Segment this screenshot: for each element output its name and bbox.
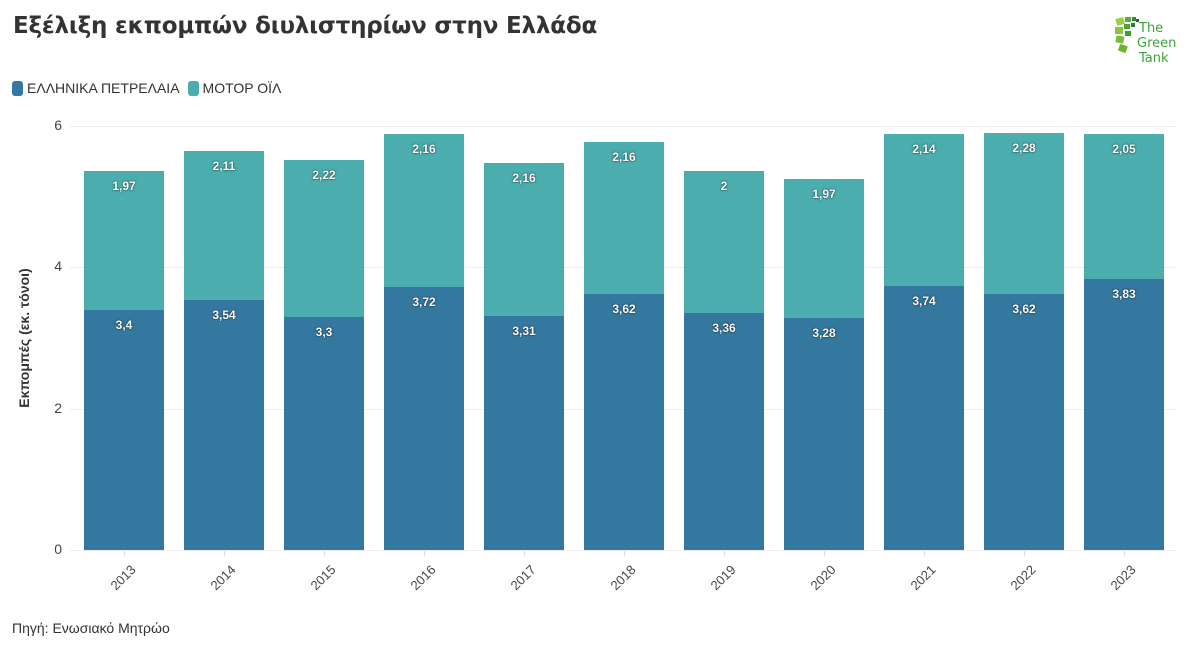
x-tick-mark bbox=[224, 551, 225, 556]
x-tick-mark bbox=[524, 551, 525, 556]
value-label-motor-oil: 2,05 bbox=[1112, 142, 1136, 157]
stacked-bar-2017[interactable]: 2,16 3,31 bbox=[484, 163, 564, 550]
stacked-bar-2023[interactable]: 2,05 3,83 bbox=[1084, 134, 1164, 550]
stacked-bar-2020[interactable]: 1,97 3,28 bbox=[784, 179, 864, 550]
x-tick-mark bbox=[624, 551, 625, 556]
stacked-bar-2018[interactable]: 2,16 3,62 bbox=[584, 141, 664, 550]
y-tick-label: 6 bbox=[54, 117, 62, 133]
bar-segment-motor-oil[interactable] bbox=[484, 163, 564, 319]
bar-segment-elpe[interactable] bbox=[984, 294, 1064, 550]
x-tick-mark bbox=[1124, 551, 1125, 556]
legend: ΕΛΛΗΝΙΚΑ ΠΕΤΡΕΛΑΙΑ ΜΟΤΟΡ ΟΪΛ bbox=[12, 80, 289, 96]
x-tick-label: 2023 bbox=[1107, 562, 1139, 594]
value-label-elpe: 3,28 bbox=[812, 326, 836, 341]
bar-segment-elpe[interactable] bbox=[684, 312, 764, 550]
value-label-motor-oil: 2,28 bbox=[1012, 141, 1036, 156]
gridline bbox=[70, 550, 1175, 551]
bar-segment-elpe[interactable] bbox=[384, 287, 464, 550]
x-tick-label: 2019 bbox=[707, 562, 739, 594]
value-label-motor-oil: 2,16 bbox=[412, 142, 436, 157]
legend-swatch-motor-oil bbox=[187, 80, 199, 96]
x-tick-mark bbox=[424, 551, 425, 556]
bar-segment-motor-oil[interactable] bbox=[384, 134, 464, 290]
bar-segment-motor-oil[interactable] bbox=[784, 179, 864, 321]
bar-segment-elpe[interactable] bbox=[484, 316, 564, 550]
x-tick-mark bbox=[124, 551, 125, 556]
bar-segment-elpe[interactable] bbox=[184, 299, 264, 550]
x-tick-label: 2014 bbox=[207, 562, 239, 594]
value-label-elpe: 3,74 bbox=[912, 293, 936, 308]
value-label-motor-oil: 2,16 bbox=[612, 149, 636, 164]
source-note: Πηγή: Ενωσιακό Μητρώο bbox=[12, 620, 170, 636]
bar-segment-elpe[interactable] bbox=[784, 318, 864, 550]
value-label-elpe: 3,31 bbox=[512, 324, 536, 339]
x-tick-label: 2020 bbox=[807, 562, 839, 594]
value-label-motor-oil: 2,14 bbox=[912, 142, 936, 157]
bar-segment-motor-oil[interactable] bbox=[884, 134, 964, 288]
bar-segment-elpe[interactable] bbox=[84, 309, 164, 550]
value-label-elpe: 3,36 bbox=[712, 320, 736, 335]
y-tick-label: 4 bbox=[54, 258, 62, 275]
bar-segment-motor-oil[interactable] bbox=[984, 133, 1064, 297]
value-label-motor-oil: 2,16 bbox=[512, 171, 536, 186]
x-tick-label: 2021 bbox=[907, 562, 939, 594]
y-tick-label: 2 bbox=[54, 399, 62, 416]
value-label-elpe: 3,62 bbox=[612, 302, 636, 317]
value-label-elpe: 3,4 bbox=[115, 317, 133, 332]
value-label-elpe: 3,72 bbox=[412, 295, 436, 310]
stacked-bar-2021[interactable]: 2,14 3,74 bbox=[884, 134, 964, 550]
stacked-bar-2022[interactable]: 2,28 3,62 bbox=[984, 133, 1064, 550]
stacked-bar-2015[interactable]: 2,22 3,3 bbox=[284, 159, 364, 550]
x-tick-label: 2018 bbox=[607, 562, 639, 594]
gridline bbox=[70, 126, 1175, 127]
x-tick-mark bbox=[324, 551, 325, 556]
stacked-bar-2016[interactable]: 2,16 3,72 bbox=[384, 134, 464, 550]
bar-segment-motor-oil[interactable] bbox=[584, 141, 664, 297]
legend-label-motor-oil: ΜΟΤΟΡ ΟΪΛ bbox=[202, 80, 282, 96]
value-label-elpe: 3,54 bbox=[212, 307, 236, 322]
x-tick-label: 2017 bbox=[507, 562, 539, 594]
stacked-bar-2013[interactable]: 1,97 3,4 bbox=[84, 170, 164, 550]
legend-item-motor-oil[interactable]: ΜΟΤΟΡ ΟΪΛ bbox=[187, 80, 282, 96]
legend-label-elpe: ΕΛΛΗΝΙΚΑ ΠΕΤΡΕΛΑΙΑ bbox=[27, 80, 180, 96]
x-tick-mark bbox=[724, 551, 725, 556]
bar-segment-elpe[interactable] bbox=[584, 294, 664, 550]
x-tick-mark bbox=[1024, 551, 1025, 556]
bar-segment-elpe[interactable] bbox=[1084, 279, 1164, 550]
the-green-tank-logo: The Green Tank bbox=[1112, 12, 1188, 68]
green-tank-logo-icon: The Green Tank bbox=[1115, 17, 1176, 66]
bar-segment-motor-oil[interactable] bbox=[284, 159, 364, 319]
x-tick-mark bbox=[824, 551, 825, 556]
value-label-motor-oil: 2,11 bbox=[212, 158, 236, 173]
x-tick-label: 2013 bbox=[107, 562, 139, 594]
bar-segment-motor-oil[interactable] bbox=[1084, 134, 1164, 282]
svg-text:Tank: Tank bbox=[1138, 51, 1169, 66]
x-tick-label: 2016 bbox=[407, 562, 439, 594]
legend-swatch-elpe bbox=[12, 80, 23, 96]
stacked-bar-2019[interactable]: 2 3,36 bbox=[684, 171, 764, 550]
y-axis-label: Εκπομπές (εκ. τόνοι) bbox=[16, 268, 32, 408]
x-tick-label: 2015 bbox=[307, 562, 339, 594]
value-label-motor-oil: 2 bbox=[720, 179, 728, 194]
chart-title: Εξέλιξη εκπομπών διυλιστηρίων στην Ελλάδ… bbox=[13, 13, 598, 39]
value-label-motor-oil: 2,22 bbox=[312, 167, 336, 182]
x-tick-mark bbox=[924, 551, 925, 556]
bar-segment-motor-oil[interactable] bbox=[684, 171, 764, 315]
bar-segment-elpe[interactable] bbox=[284, 316, 364, 550]
y-tick-label: 0 bbox=[54, 541, 62, 557]
value-label-motor-oil: 1,97 bbox=[812, 187, 836, 201]
value-label-elpe: 3,3 bbox=[315, 324, 333, 339]
value-label-motor-oil: 1,97 bbox=[112, 178, 136, 193]
bar-segment-motor-oil[interactable] bbox=[184, 150, 264, 302]
legend-item-elpe[interactable]: ΕΛΛΗΝΙΚΑ ΠΕΤΡΕΛΑΙΑ bbox=[12, 80, 180, 96]
value-label-elpe: 3,62 bbox=[1012, 302, 1036, 317]
bar-segment-elpe[interactable] bbox=[884, 285, 964, 550]
stacked-bar-2014[interactable]: 2,11 3,54 bbox=[184, 150, 264, 550]
x-tick-label: 2022 bbox=[1007, 562, 1039, 594]
svg-text:The: The bbox=[1138, 21, 1163, 36]
value-label-elpe: 3,83 bbox=[1112, 287, 1136, 302]
svg-text:Green: Green bbox=[1137, 36, 1176, 51]
